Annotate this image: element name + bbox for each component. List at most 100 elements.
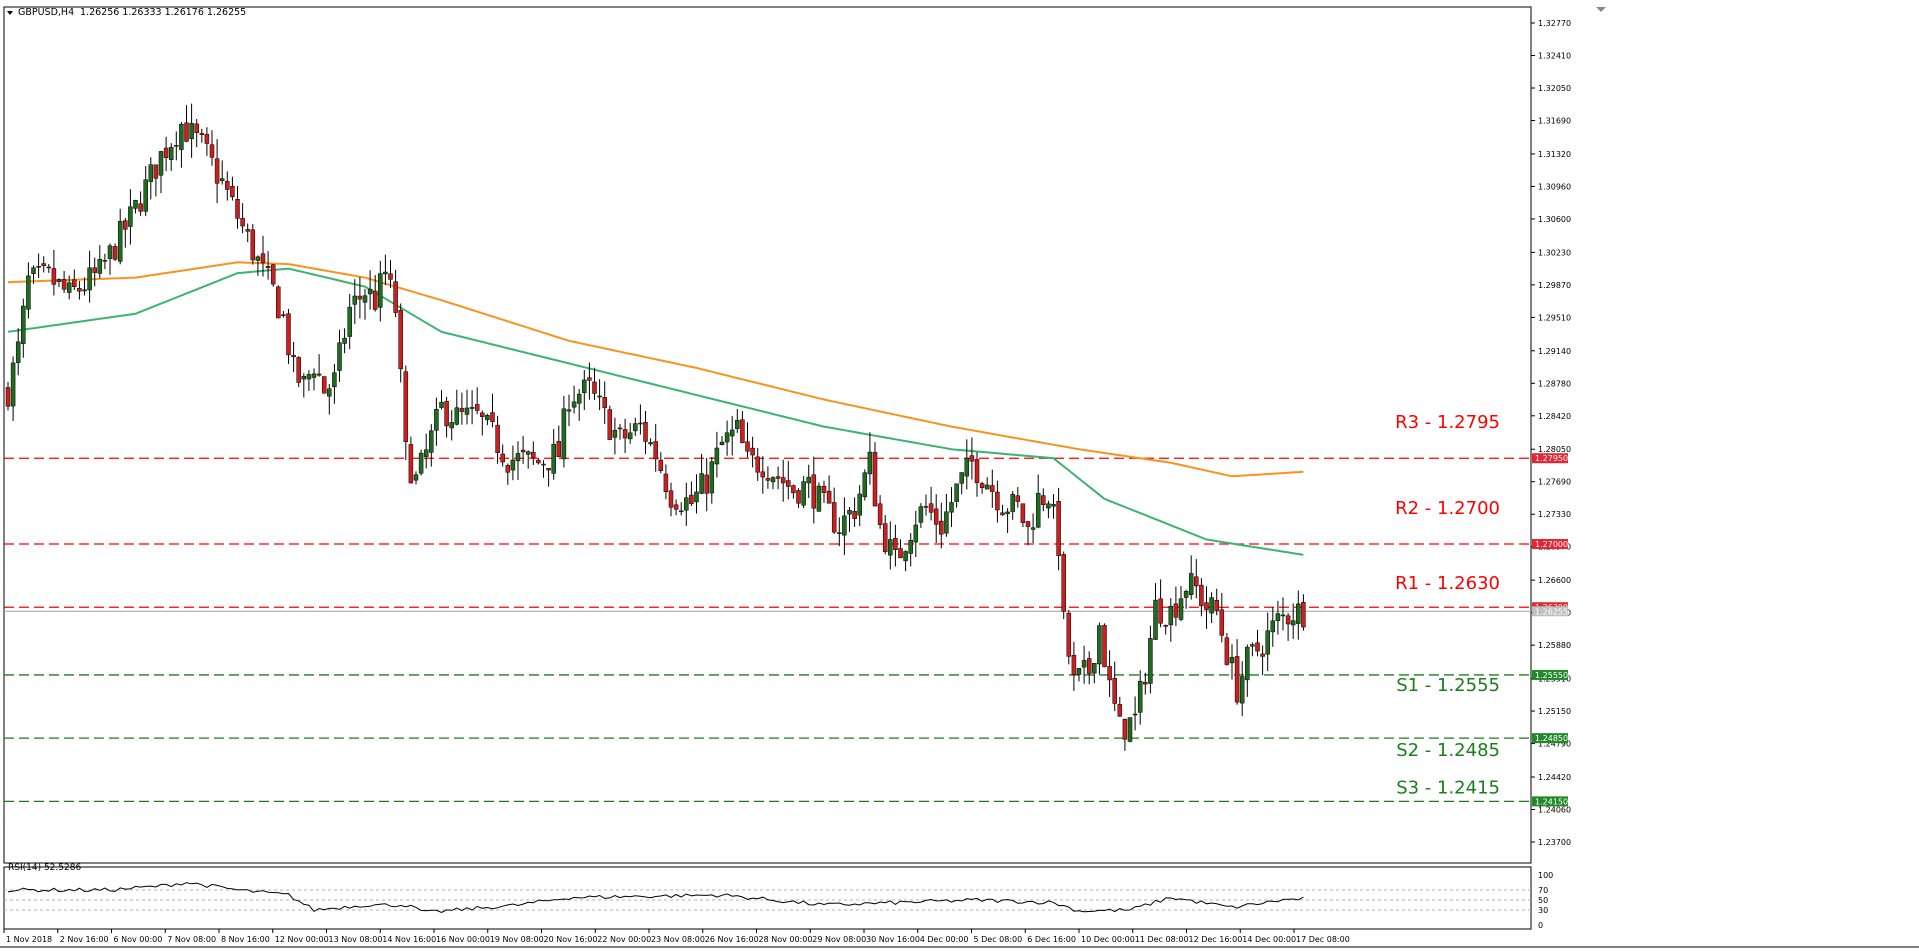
- candle-body-bull: [1137, 680, 1143, 713]
- candle-body-bull: [423, 449, 429, 457]
- candle-body-bear: [276, 286, 281, 319]
- candle: [1224, 633, 1230, 666]
- candle: [1000, 504, 1005, 516]
- chart-menu-arrow-icon[interactable]: [7, 11, 13, 15]
- candle-body-bull: [301, 376, 307, 380]
- candle: [740, 411, 745, 444]
- candle: [842, 497, 847, 555]
- candle-body-bear: [1158, 598, 1163, 624]
- candle: [342, 328, 347, 354]
- candle: [378, 260, 383, 322]
- candle: [306, 370, 312, 391]
- candle-body-bear: [270, 264, 276, 285]
- candle: [1219, 593, 1225, 643]
- candle: [184, 105, 189, 143]
- candle-body-bull: [959, 472, 964, 484]
- candle: [199, 128, 205, 143]
- candle: [21, 298, 26, 358]
- candle-body-bull: [1005, 511, 1010, 514]
- candle: [1122, 718, 1128, 751]
- candle: [429, 424, 434, 467]
- candle-body-bear: [617, 427, 623, 430]
- candle: [194, 118, 199, 148]
- candle: [383, 254, 388, 286]
- price-panel-border: [3, 6, 1532, 864]
- candle: [979, 481, 985, 494]
- candle: [678, 502, 684, 516]
- candle: [633, 417, 638, 436]
- candle: [107, 243, 113, 275]
- price-tick-label: 1.25150: [1538, 707, 1571, 716]
- candle-body-bear: [673, 504, 679, 510]
- candle-body-bear: [1204, 602, 1209, 611]
- candle-body-bull: [449, 422, 454, 429]
- moving-average-slow: [7, 261, 1304, 478]
- candle: [658, 452, 664, 474]
- time-tick-label: 6 Nov 00:00: [114, 935, 163, 944]
- candle: [413, 471, 419, 485]
- rsi-tick-label: 0: [1538, 921, 1543, 930]
- candle-body-bear: [974, 459, 980, 484]
- candle: [801, 476, 806, 509]
- candle-body-bear: [607, 409, 613, 440]
- price-tick-label: 1.32410: [1538, 52, 1571, 61]
- candle-body-bear: [882, 523, 888, 552]
- candle: [551, 429, 556, 480]
- candle: [485, 413, 490, 426]
- candle-body-bull: [724, 432, 730, 443]
- candle-body-bear: [163, 147, 169, 158]
- candle: [760, 456, 766, 494]
- candle-body-bear: [1234, 656, 1240, 703]
- candle-body-bull: [719, 441, 725, 445]
- candle: [174, 131, 179, 161]
- candle: [163, 136, 169, 172]
- candle: [1290, 603, 1296, 639]
- price-tag-label: 1.26255: [1535, 607, 1568, 616]
- candle: [332, 364, 337, 404]
- candle: [459, 392, 465, 425]
- candle-body-bull: [434, 408, 439, 431]
- candle: [826, 475, 832, 504]
- shift-marker-icon[interactable]: [1596, 7, 1606, 12]
- candle-body-bull: [862, 472, 868, 498]
- candle: [403, 365, 409, 461]
- rsi-tick-label: 50: [1538, 896, 1548, 905]
- candle-body-bull: [770, 477, 776, 483]
- moving-average-fast: [7, 267, 1304, 556]
- candle: [791, 484, 796, 499]
- candle-body-bull: [1035, 492, 1041, 528]
- candle-body-bull: [82, 289, 87, 292]
- candle: [265, 251, 271, 280]
- rsi-line: [7, 882, 1304, 914]
- candle: [944, 494, 949, 537]
- candle-body-bear: [898, 548, 903, 559]
- candle-body-bull: [1030, 527, 1036, 530]
- time-tick-label: 7 Nov 08:00: [167, 935, 216, 944]
- candle-body-bear: [760, 471, 766, 478]
- candle: [347, 293, 352, 350]
- candle-body-bull: [1239, 676, 1245, 704]
- moving-average-layer: [7, 261, 1304, 556]
- time-tick-label: 12 Dec 16:00: [1189, 935, 1243, 944]
- candle-body-bear: [357, 295, 363, 300]
- candle: [959, 471, 964, 495]
- candle-body-bull: [806, 476, 811, 484]
- candle-body-bull: [944, 511, 949, 534]
- candle-body-bear: [51, 268, 57, 285]
- candle-body-bear: [92, 267, 97, 273]
- candle-body-bear: [541, 463, 546, 466]
- candle-body-bear: [235, 198, 240, 219]
- candle: [474, 387, 480, 415]
- time-tick-label: 6 Dec 16:00: [1027, 935, 1076, 944]
- candle: [648, 438, 653, 447]
- candle: [1102, 623, 1107, 668]
- candle-body-bull: [347, 306, 352, 337]
- time-tick-label: 19 Nov 08:00: [490, 935, 544, 944]
- candle-body-bull: [1127, 717, 1133, 742]
- candle: [735, 408, 740, 433]
- candle-body-bull: [1046, 503, 1051, 509]
- candle: [1158, 579, 1163, 628]
- candle-body-bull: [31, 267, 36, 274]
